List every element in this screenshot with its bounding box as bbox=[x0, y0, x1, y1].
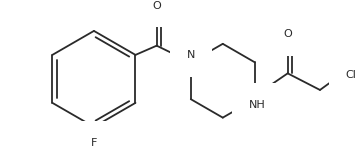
Text: O: O bbox=[283, 29, 292, 39]
Text: Cl: Cl bbox=[346, 70, 357, 80]
Text: F: F bbox=[91, 138, 97, 148]
Text: N: N bbox=[187, 50, 195, 60]
Text: NH: NH bbox=[249, 100, 266, 110]
Text: O: O bbox=[152, 1, 161, 11]
